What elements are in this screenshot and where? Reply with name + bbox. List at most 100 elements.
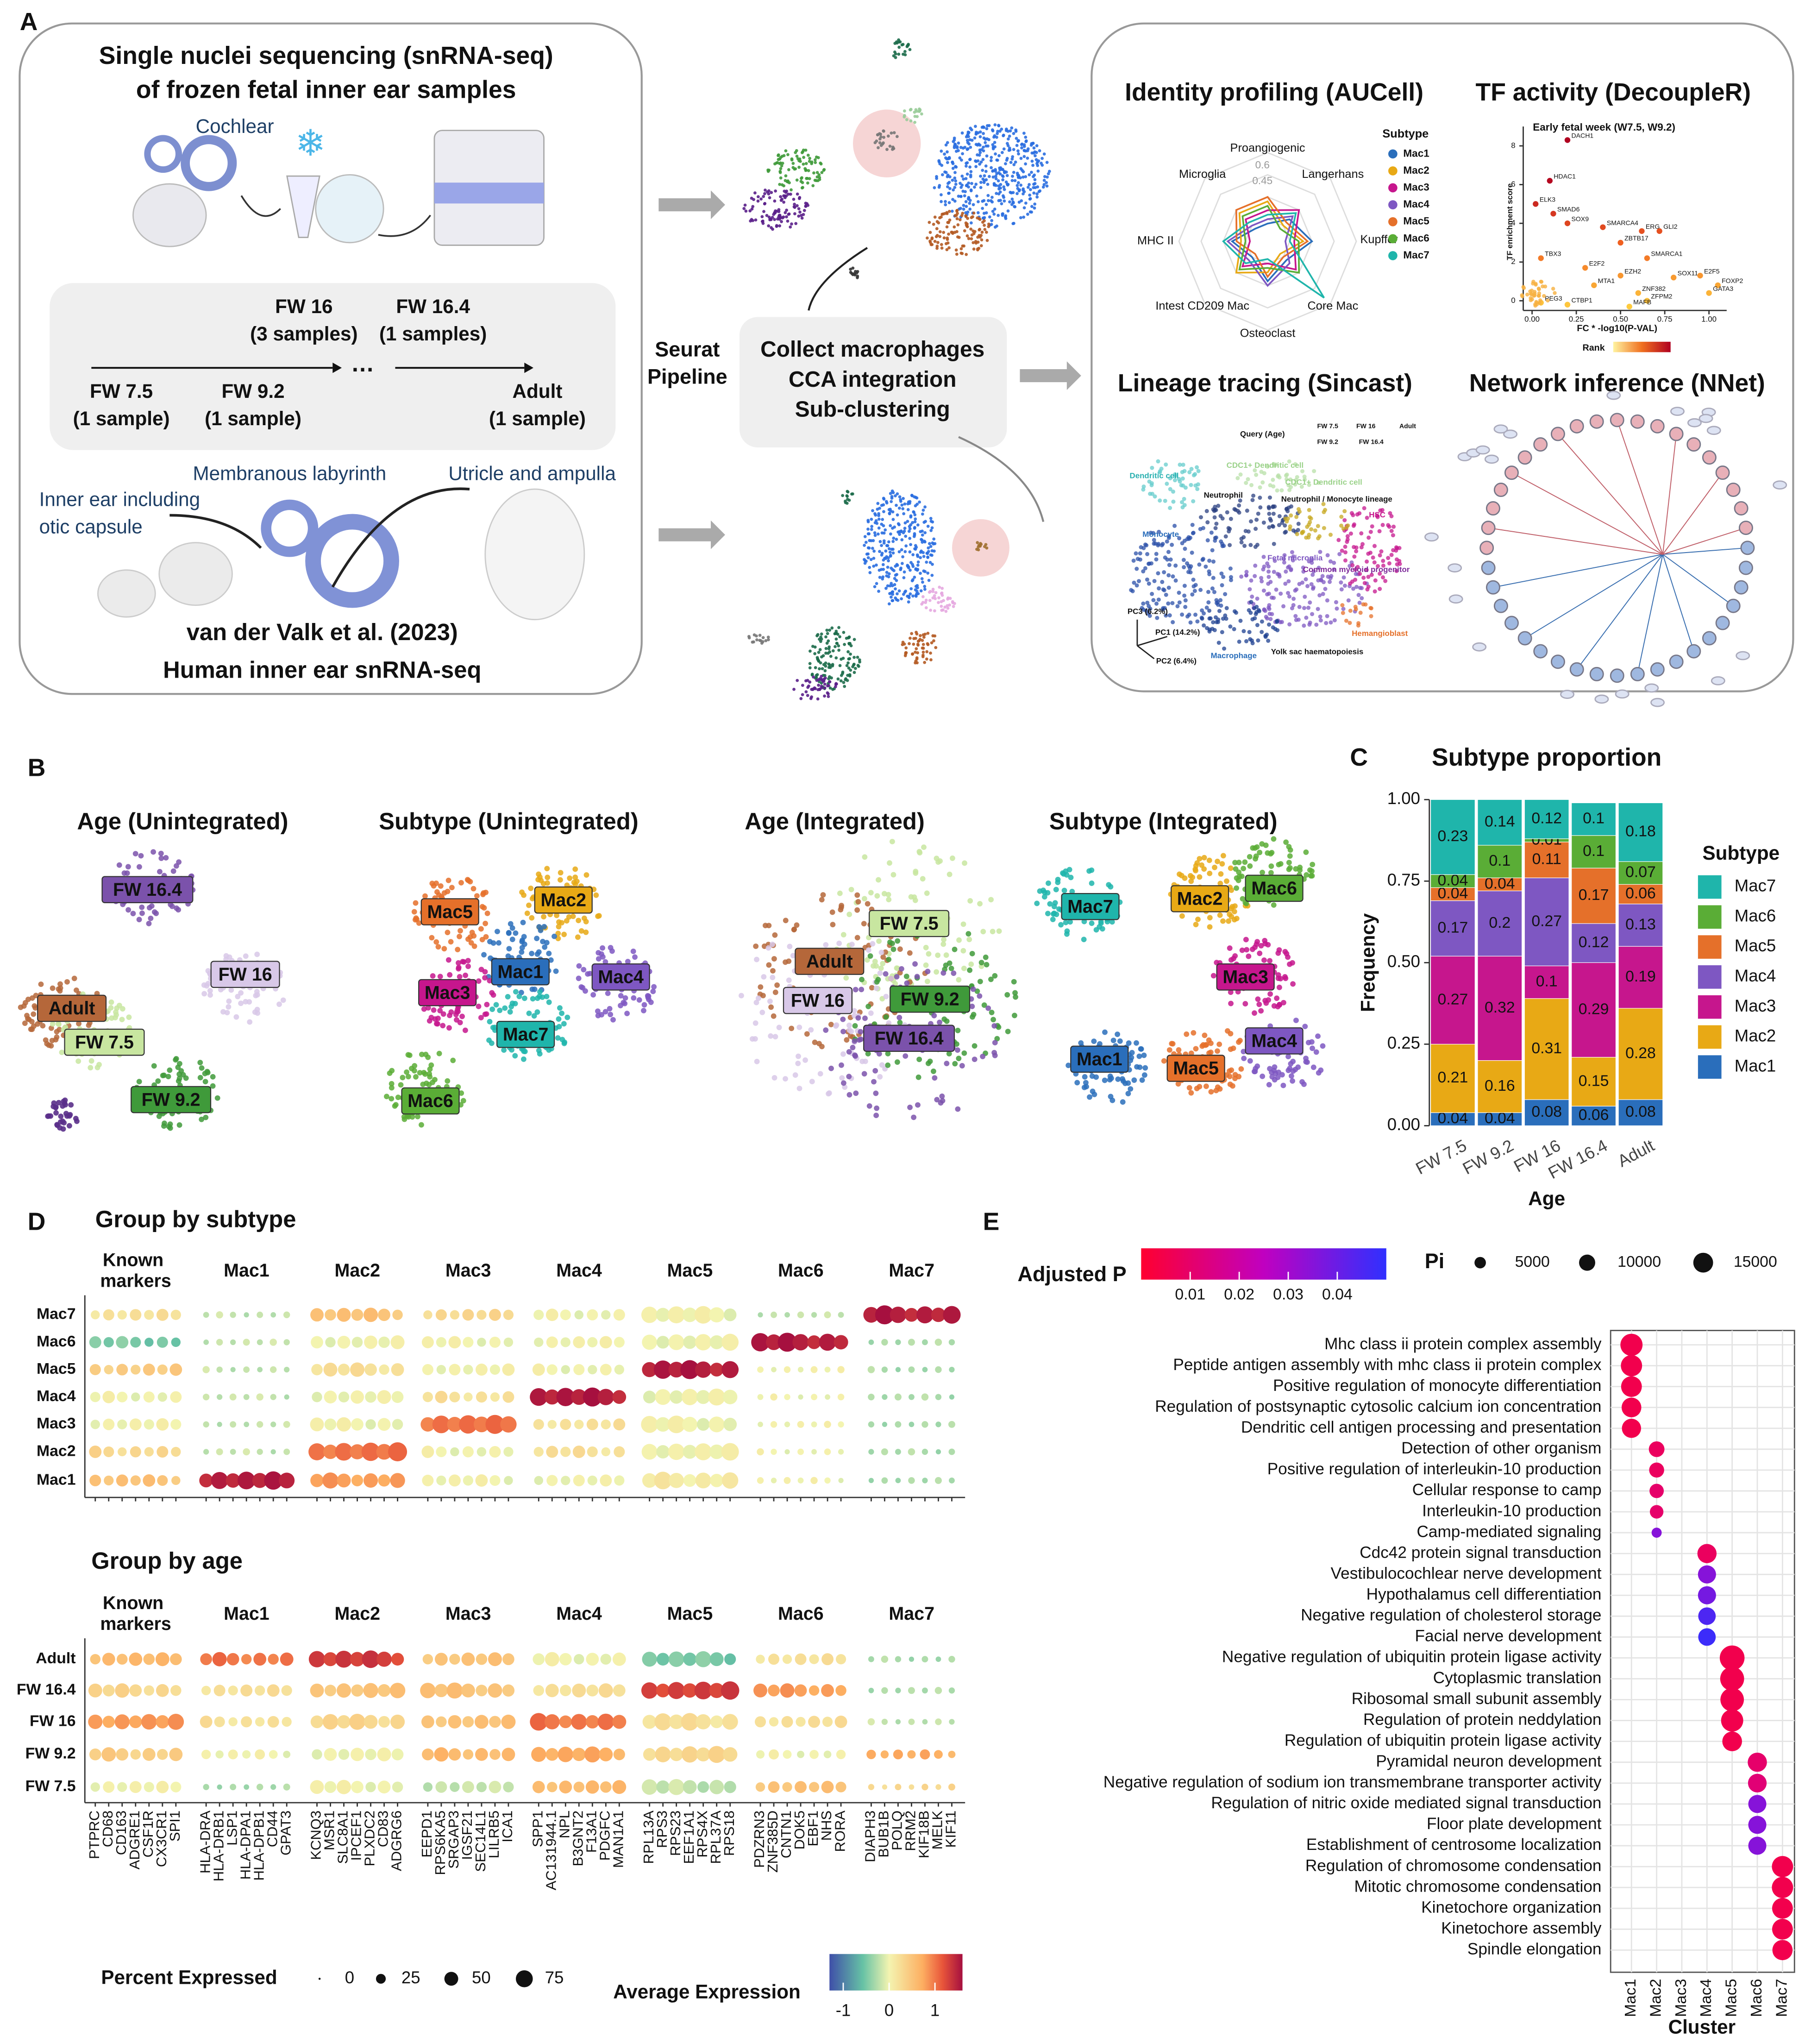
expr-dot: [784, 1421, 790, 1428]
cell-dot: [928, 239, 932, 243]
cell-dot: [816, 1041, 822, 1047]
node: [1481, 560, 1496, 575]
cell-dot: [911, 521, 914, 524]
cell-dot: [951, 178, 954, 182]
cell-dot: [754, 1058, 760, 1064]
cell-dot: [943, 952, 949, 958]
expr-dot: [338, 1364, 350, 1376]
cell-dot: [448, 1009, 454, 1015]
cell-dot: [965, 138, 969, 142]
cell-dot: [1037, 888, 1043, 894]
label: 0.00: [1387, 1115, 1420, 1134]
cell-dot: [923, 585, 927, 588]
cell-dot: [1244, 570, 1249, 574]
cell-dot: [944, 242, 948, 245]
expr-dot: [670, 1390, 683, 1404]
expr-dot: [641, 1307, 658, 1323]
cell-dot: [1018, 188, 1022, 192]
cell-dot: [1166, 573, 1171, 578]
cell-dot: [858, 1037, 864, 1042]
expr-dot: [436, 1475, 446, 1486]
node: [1517, 450, 1532, 465]
cell-dot: [1138, 551, 1142, 556]
cell-dot: [1236, 1039, 1241, 1045]
cell-dot: [792, 687, 796, 691]
label: Seurat: [655, 337, 720, 361]
cell-dot: [484, 1001, 490, 1007]
cell-dot: [1301, 569, 1306, 574]
cell-dot: [984, 230, 988, 234]
cell-dot: [1328, 533, 1333, 537]
cell-dot: [1207, 572, 1212, 577]
cell-dot: [1063, 868, 1069, 874]
cell-dot: [794, 167, 797, 170]
cluster-label: Mac5: [427, 902, 473, 922]
cell-dot: [875, 563, 878, 567]
cell-dot: [1201, 855, 1207, 861]
cell-dot: [1223, 613, 1228, 618]
cell-dot: [990, 200, 994, 204]
cell-dot: [1299, 1079, 1305, 1085]
cell-dot: [1308, 620, 1312, 625]
label: (1 sample): [73, 408, 170, 429]
cell-dot: [1205, 520, 1210, 525]
cell-dot: [967, 967, 973, 973]
cell-dot: [944, 171, 948, 174]
cell-dot: [1285, 519, 1289, 524]
cell-dot: [993, 225, 997, 229]
cell-dot: [58, 1113, 64, 1119]
cell-dot: [829, 654, 833, 658]
cell-dot: [973, 136, 977, 140]
cell-dot: [389, 1085, 395, 1091]
cell-dot: [824, 647, 828, 650]
cell-dot: [136, 1079, 142, 1085]
cell-dot: [1231, 909, 1237, 914]
cell-dot: [822, 168, 826, 171]
cell-dot: [818, 637, 821, 641]
label: FW 7.5: [90, 380, 153, 402]
cell-dot: [1232, 1072, 1238, 1078]
umap-title: Age (Unintegrated): [77, 808, 288, 834]
cell-dot: [581, 967, 587, 973]
cell-dot: [464, 877, 470, 883]
cell-dot: [970, 233, 974, 237]
cell-dot: [48, 1043, 54, 1049]
cell-dot: [773, 218, 777, 221]
expr-dot: [280, 1652, 294, 1666]
cell-dot: [1394, 569, 1399, 573]
cell-dot: [935, 245, 939, 248]
cell-dot: [926, 571, 930, 575]
cell-dot: [754, 218, 758, 222]
group-label: Mac7: [889, 1260, 934, 1281]
cell-dot: [755, 634, 758, 638]
cell-dot: [921, 551, 925, 554]
cell-dot: [109, 1015, 115, 1021]
cell-dot: [925, 1060, 931, 1066]
cell-dot: [969, 189, 973, 193]
cell-dot: [1191, 584, 1196, 589]
cell-dot: [458, 928, 463, 934]
cell-dot: [823, 694, 826, 698]
cell-dot: [183, 1075, 189, 1081]
edge: [1662, 527, 1746, 555]
cell-dot: [1371, 555, 1375, 560]
cell-dot: [837, 644, 840, 648]
expr-dot: [89, 1446, 102, 1458]
cell-dot: [1214, 522, 1219, 526]
node: [1686, 437, 1701, 452]
cell-dot: [1188, 873, 1193, 879]
cell-dot: [119, 1006, 125, 1012]
cell-dot: [844, 501, 847, 504]
cell-dot: [526, 902, 532, 908]
cell-dot: [1311, 585, 1316, 590]
label: Age: [1528, 1188, 1565, 1209]
cell-dot: [1238, 618, 1243, 623]
cell-dot: [751, 205, 755, 208]
cell-dot: [929, 545, 933, 548]
cell-dot: [894, 564, 897, 568]
cell-dot: [1302, 623, 1306, 628]
cell-dot: [1193, 612, 1198, 617]
cell-dot: [1164, 592, 1168, 597]
cell-dot: [1141, 1072, 1147, 1078]
cell-dot: [913, 575, 916, 579]
